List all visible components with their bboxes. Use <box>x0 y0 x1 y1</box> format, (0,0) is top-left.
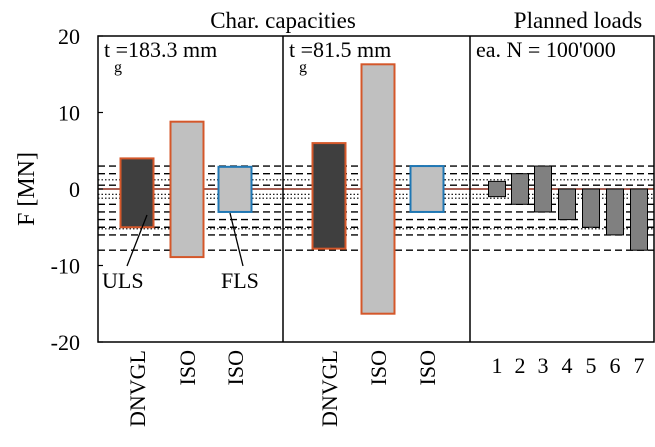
panel-corner-label: t =81.5 mm <box>289 37 391 62</box>
annotation-line <box>229 212 244 267</box>
category-label: 7 <box>634 353 645 378</box>
y-tick-label: -20 <box>51 330 80 355</box>
bar <box>311 142 347 250</box>
bar <box>511 173 529 205</box>
bar <box>360 63 396 315</box>
category-label: DNVGL <box>317 350 342 427</box>
category-label: ISO <box>415 350 440 385</box>
category-label: 4 <box>562 353 573 378</box>
bar <box>488 180 506 198</box>
category-label: 5 <box>586 353 597 378</box>
bar <box>558 188 576 221</box>
annotation-label: ULS <box>102 268 144 293</box>
axes <box>97 35 655 343</box>
bar <box>217 165 253 213</box>
category-label: ISO <box>223 350 248 385</box>
category-label: 3 <box>538 353 549 378</box>
annotation-line <box>126 214 148 267</box>
bar <box>119 157 155 229</box>
category-label: 1 <box>492 353 503 378</box>
y-tick-label: 10 <box>58 101 80 126</box>
category-label: ISO <box>175 350 200 385</box>
panel-corner-subscript: g <box>114 59 122 76</box>
bar <box>534 165 552 213</box>
panel-header: Char. capacities <box>210 8 356 33</box>
annotation-label: FLS <box>221 268 259 293</box>
panel-corner-label: t =183.3 mm <box>104 37 217 62</box>
panel-header: Planned loads <box>514 8 642 33</box>
bar <box>630 188 648 251</box>
category-label: ISO <box>366 350 391 385</box>
category-label: 2 <box>515 353 526 378</box>
y-tick-label: 20 <box>58 24 80 49</box>
panel-corner-subscript: g <box>299 59 307 76</box>
bar <box>606 188 624 236</box>
y-tick-label: 0 <box>69 177 80 202</box>
y-tick-label: -10 <box>51 254 80 279</box>
labels: -20 -10 0 10 20 F [MN] Char. capacities t =183.… <box>14 8 645 427</box>
panel-corner-label: ea. N = 100'000 <box>476 37 616 62</box>
y-axis-label: F [MN] <box>14 152 40 226</box>
category-label: 6 <box>610 353 621 378</box>
bar <box>582 188 600 228</box>
bar <box>169 120 205 259</box>
bar <box>409 165 445 213</box>
category-label: DNVGL <box>125 350 150 427</box>
bars <box>119 63 648 315</box>
